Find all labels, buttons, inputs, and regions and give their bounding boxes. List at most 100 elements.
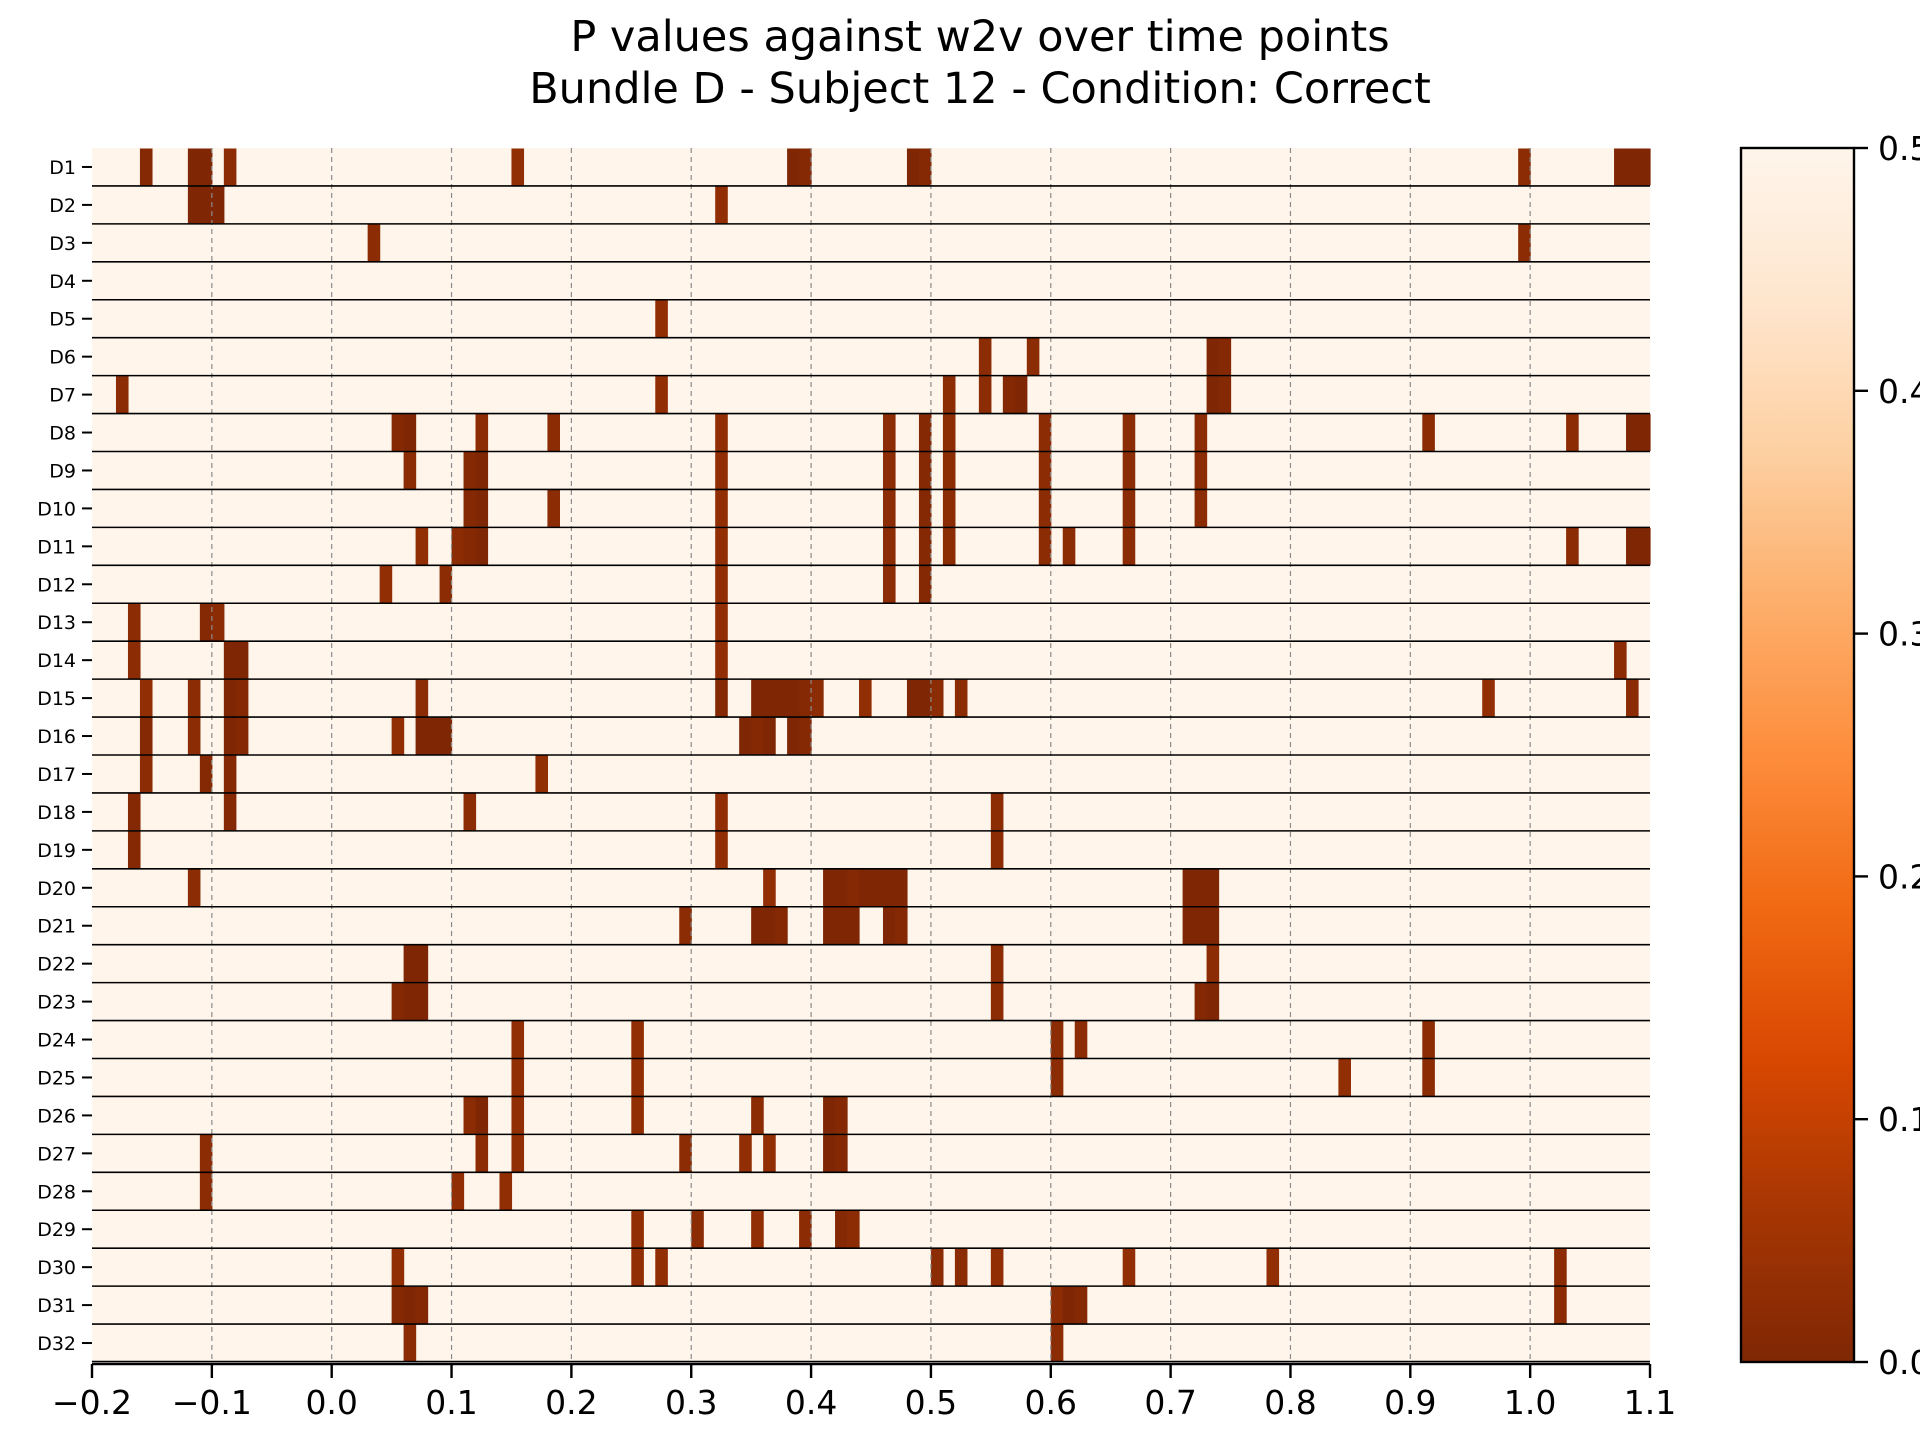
heatmap-cell <box>918 679 932 717</box>
heatmap-cell <box>1626 679 1639 717</box>
heatmap-row-background <box>92 451 1650 490</box>
heatmap-cell <box>1194 983 1208 1021</box>
heatmap-row-background <box>92 1020 1650 1059</box>
heatmap-cell <box>403 1324 417 1362</box>
heatmap-cell <box>1026 338 1040 376</box>
x-tick-label: 0.4 <box>785 1383 837 1422</box>
heatmap-cell <box>763 717 776 755</box>
heatmap-cell <box>835 1134 848 1172</box>
heatmap-cell <box>835 1210 848 1248</box>
heatmap-cell <box>211 603 225 641</box>
heatmap-row-background <box>92 603 1650 642</box>
heatmap-cell <box>223 793 237 831</box>
heatmap-cell <box>1122 452 1136 489</box>
heatmap-row-background <box>92 413 1650 452</box>
heatmap-cell <box>739 717 752 755</box>
heatmap-cell <box>918 527 932 565</box>
heatmap-cell <box>751 907 764 945</box>
heatmap-cell <box>1194 414 1208 451</box>
heatmap-cell <box>942 452 956 489</box>
heatmap-cell <box>799 148 812 186</box>
heatmap-cell <box>715 565 728 603</box>
heatmap-row-background <box>92 1172 1650 1211</box>
heatmap-cell <box>547 489 560 527</box>
heatmap-cell <box>391 1286 405 1324</box>
colorbar-gradient <box>1739 146 1856 1364</box>
chart-subtitle: Bundle D - Subject 12 - Condition: Corre… <box>529 64 1431 114</box>
heatmap-cell <box>127 603 141 641</box>
heatmap-cell <box>1002 376 1016 414</box>
heatmap-cell <box>787 148 800 186</box>
heatmap-cell <box>475 527 489 565</box>
heatmap-cell <box>631 1248 644 1286</box>
x-tick-label: 0.9 <box>1384 1383 1436 1422</box>
heatmap-cell <box>511 1134 525 1172</box>
y-tick-label: D12 <box>37 574 76 596</box>
heatmap-cell <box>1122 527 1136 565</box>
heatmap-cell <box>1206 907 1220 945</box>
heatmap-cell <box>906 148 920 186</box>
y-tick-label: D4 <box>49 271 76 293</box>
heatmap-cell <box>1194 907 1208 945</box>
heatmap-cell <box>463 452 477 489</box>
heatmap-cell <box>415 1286 429 1324</box>
heatmap-cell <box>655 300 668 338</box>
y-tick-label: D18 <box>37 802 76 824</box>
heatmap-cell <box>415 679 429 717</box>
heatmap-cell <box>763 1134 776 1172</box>
heatmap-cell <box>1422 414 1435 451</box>
heatmap-cell <box>990 831 1004 869</box>
heatmap-row-background <box>92 375 1650 414</box>
y-tick-label: D10 <box>37 498 76 520</box>
heatmap-cell <box>1614 641 1627 679</box>
y-tick-label: D14 <box>37 650 76 672</box>
heatmap-row-background <box>92 489 1650 528</box>
heatmap-cell <box>475 452 489 489</box>
heatmap-cell <box>415 717 429 755</box>
heatmap-cell <box>139 717 153 755</box>
x-tick-label: 0.5 <box>905 1383 957 1422</box>
heatmap-cell <box>1422 1059 1435 1096</box>
heatmap-cell <box>1338 1059 1351 1096</box>
y-tick-label: D6 <box>49 347 76 369</box>
heatmap-cell <box>894 907 908 945</box>
heatmap-cell <box>823 907 836 945</box>
heatmap-cell <box>511 1059 525 1096</box>
heatmap-cell <box>1014 376 1028 414</box>
heatmap-cell <box>223 755 237 793</box>
y-tick-label: D17 <box>37 764 76 786</box>
x-tick-label: 0.2 <box>545 1383 597 1422</box>
heatmap-row-background <box>92 223 1650 262</box>
heatmap-cell <box>199 603 213 641</box>
heatmap-cell <box>918 414 932 451</box>
heatmap-cell <box>715 793 728 831</box>
heatmap-cell <box>918 489 932 527</box>
heatmap-cell <box>403 945 417 983</box>
heatmap-cell <box>223 641 237 679</box>
heatmap-cell <box>918 565 932 603</box>
heatmap-cell <box>882 452 896 489</box>
heatmap-cell <box>199 755 213 793</box>
heatmap-cell <box>715 414 728 451</box>
x-tick-label: 0.6 <box>1025 1383 1077 1422</box>
heatmap-cell <box>391 414 405 451</box>
heatmap-cell <box>811 679 824 717</box>
heatmap-row-background <box>92 565 1650 604</box>
y-tick-label: D2 <box>49 195 76 217</box>
heatmap-row-background <box>92 1096 1650 1135</box>
heatmap-cell <box>715 603 728 641</box>
heatmap-cell <box>1554 1248 1567 1286</box>
heatmap-cell <box>1038 489 1052 527</box>
heatmap-cell <box>751 717 764 755</box>
heatmap-cell <box>978 376 992 414</box>
x-tick-label: 0.1 <box>425 1383 477 1422</box>
heatmap-cell <box>894 869 908 907</box>
colorbar-tick-label: 0.3 <box>1878 615 1920 654</box>
heatmap-cell <box>475 414 489 451</box>
heatmap-cell <box>823 869 836 907</box>
heatmap-cell <box>235 641 249 679</box>
heatmap-row-background <box>92 299 1650 338</box>
heatmap-cell <box>367 224 381 262</box>
heatmap-cell <box>511 1021 525 1058</box>
heatmap-cell <box>1206 376 1220 414</box>
